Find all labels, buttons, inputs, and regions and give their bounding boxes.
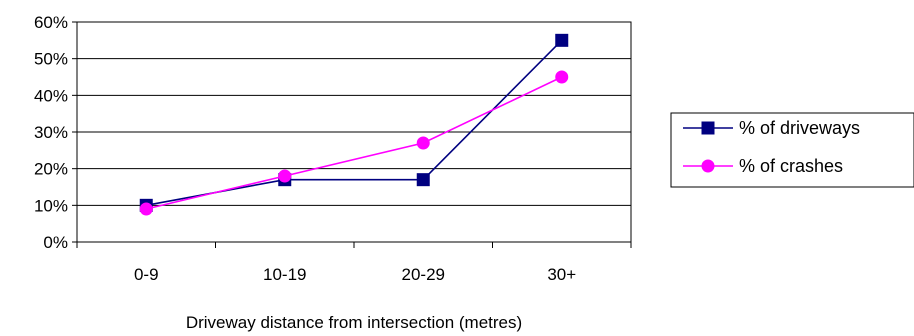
y-tick-label: 40% xyxy=(34,86,68,105)
data-point xyxy=(416,136,430,150)
y-tick-label: 50% xyxy=(34,50,68,69)
y-tick-label: 20% xyxy=(34,160,68,179)
data-point xyxy=(555,33,569,47)
x-tick-label: 0-9 xyxy=(134,265,159,284)
series-line xyxy=(146,39,563,207)
data-point xyxy=(555,70,569,84)
data-point xyxy=(278,169,292,183)
gridlines xyxy=(77,58,631,206)
data-point xyxy=(416,173,430,187)
x-axis: 0-9 10-19 20-29 30+ xyxy=(76,242,632,284)
legend-entry: % of driveways xyxy=(683,118,860,138)
data-point xyxy=(139,202,153,216)
y-tick-label: 10% xyxy=(34,196,68,215)
legend-marker xyxy=(701,121,715,135)
y-axis: 0% 10% 20% 30% 40% 50% 60% xyxy=(34,13,77,252)
legend-label: % of crashes xyxy=(739,156,843,176)
y-tick-label: 0% xyxy=(43,233,68,252)
legend-marker xyxy=(701,159,715,173)
series-line xyxy=(146,76,563,210)
y-tick-label: 60% xyxy=(34,13,68,32)
x-axis-title: Driveway distance from intersection (met… xyxy=(186,313,522,332)
series-1 xyxy=(139,33,569,212)
legend: % of driveways % of crashes xyxy=(670,112,914,188)
series-layer xyxy=(139,33,569,216)
x-tick-label: 20-29 xyxy=(402,265,445,284)
x-tick-label: 30+ xyxy=(547,265,576,284)
legend-entry: % of crashes xyxy=(683,156,843,176)
legend-label: % of driveways xyxy=(739,118,860,138)
x-tick-label: 10-19 xyxy=(263,265,306,284)
y-tick-label: 30% xyxy=(34,123,68,142)
series-2 xyxy=(139,70,569,216)
